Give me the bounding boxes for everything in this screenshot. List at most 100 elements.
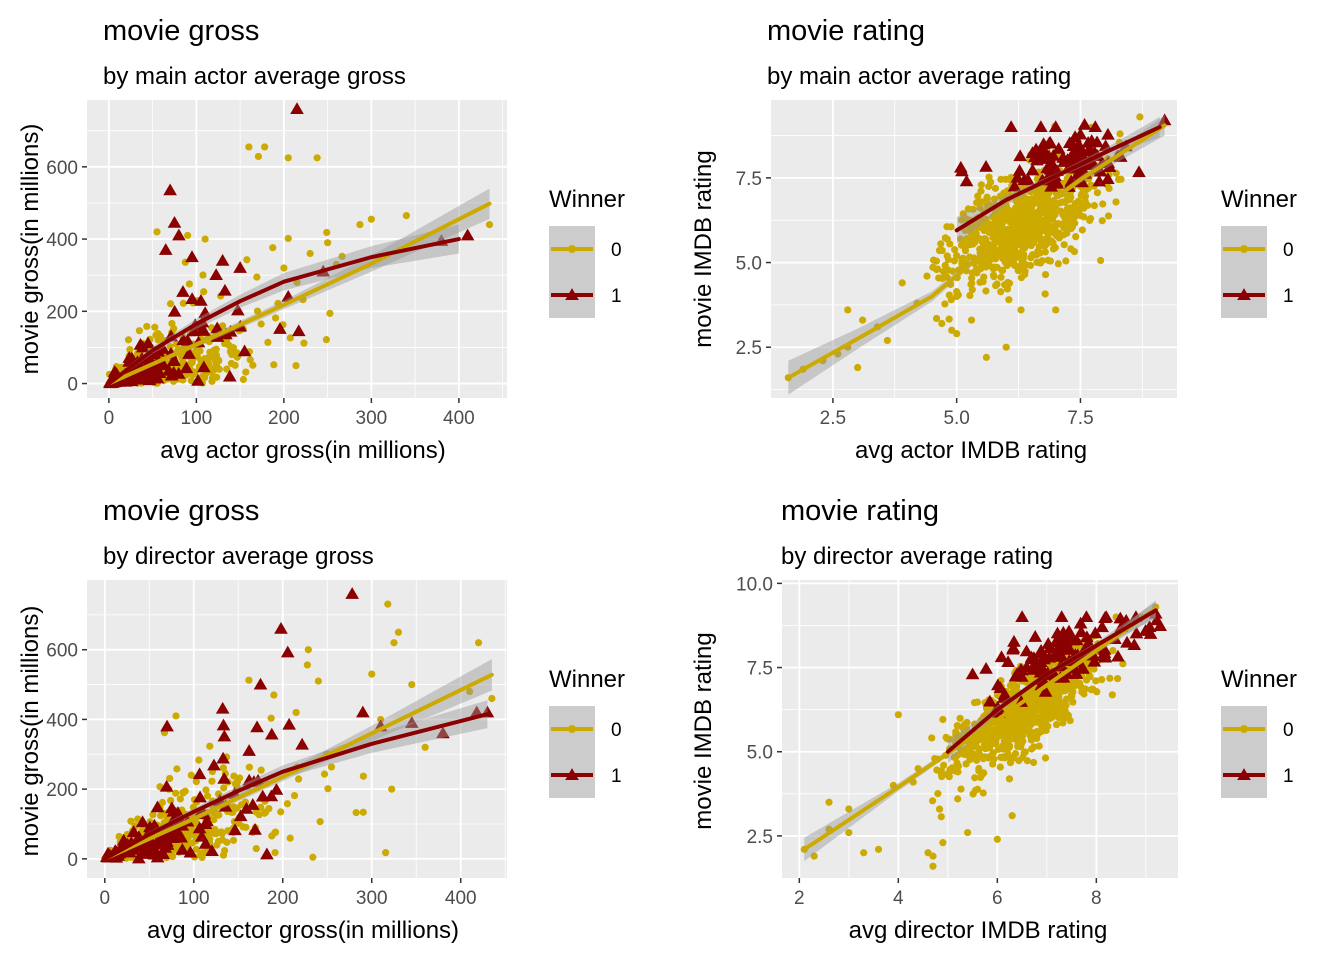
legend-key-1 <box>549 272 595 318</box>
data-point <box>964 828 972 837</box>
data-point <box>1010 717 1018 725</box>
data-point <box>1116 130 1124 138</box>
data-point <box>1062 211 1070 219</box>
data-point <box>163 183 177 196</box>
data-point <box>1005 775 1014 783</box>
data-point <box>955 164 969 177</box>
data-point <box>942 733 950 741</box>
y-tick-label: 600 <box>46 158 78 179</box>
data-point <box>950 753 958 761</box>
x-tick-label: 0 <box>100 888 111 909</box>
data-point <box>192 845 200 853</box>
data-point <box>1054 610 1069 622</box>
data-point <box>825 798 833 806</box>
data-point <box>1086 215 1095 223</box>
data-point <box>1090 135 1104 148</box>
data-point <box>215 365 223 373</box>
data-point <box>1057 637 1072 650</box>
data-point <box>1016 198 1024 207</box>
data-point <box>1005 296 1013 304</box>
y-axis-label: movie IMDB rating <box>690 150 717 347</box>
data-point <box>466 687 474 696</box>
data-point <box>149 811 157 819</box>
data-point <box>1092 677 1100 685</box>
data-point <box>1012 206 1020 214</box>
data-point <box>233 804 241 812</box>
data-point <box>284 234 292 243</box>
data-point <box>1113 674 1122 683</box>
x-tick-label: 300 <box>356 888 388 909</box>
y-tick-label: 400 <box>46 710 78 731</box>
data-point <box>352 808 360 817</box>
data-point <box>233 261 247 273</box>
data-point <box>175 842 190 855</box>
data-point <box>1017 306 1025 314</box>
data-point <box>1018 708 1026 716</box>
data-point <box>939 839 947 847</box>
data-point <box>959 174 974 187</box>
data-point <box>245 763 253 771</box>
data-point <box>1085 158 1100 170</box>
data-point <box>377 715 385 724</box>
data-point <box>166 774 174 783</box>
legend: Winner 0 1 <box>549 666 625 798</box>
x-axis-label: avg director gross(in millions) <box>147 917 459 944</box>
data-point <box>203 792 212 800</box>
data-point <box>326 309 334 317</box>
legend-key-0 <box>549 706 595 752</box>
data-point <box>1049 245 1058 253</box>
series-0-trend-line <box>786 123 1167 380</box>
data-point <box>1148 606 1163 619</box>
data-point <box>210 321 225 334</box>
legend-title: Winner <box>1221 186 1297 213</box>
data-point <box>1021 748 1029 756</box>
data-point <box>324 785 332 793</box>
data-point <box>273 322 287 334</box>
y-axis-label: movie gross(in millions) <box>17 606 44 857</box>
data-point <box>143 820 157 833</box>
x-tick-label: 100 <box>181 408 213 429</box>
data-point <box>1001 752 1010 760</box>
data-point <box>1090 201 1098 210</box>
data-point <box>1078 200 1086 208</box>
data-point <box>146 840 161 853</box>
data-point <box>989 271 998 279</box>
data-point <box>1090 665 1098 673</box>
y-tick-label: 7.5 <box>736 169 762 190</box>
data-point <box>212 345 220 353</box>
data-point <box>982 287 990 295</box>
data-point <box>1070 248 1079 256</box>
data-point <box>969 205 977 213</box>
data-point <box>265 804 273 813</box>
chart-title: movie rating <box>781 495 939 527</box>
data-point <box>182 347 196 359</box>
data-point <box>1071 212 1079 220</box>
data-point <box>225 341 233 350</box>
data-point <box>941 261 949 269</box>
data-point <box>136 847 151 859</box>
data-point <box>984 753 993 761</box>
data-point <box>948 267 957 275</box>
data-point <box>264 727 279 740</box>
series-1-trend-line <box>954 125 1162 233</box>
y-tick-label: 7.5 <box>747 659 773 680</box>
data-point <box>153 228 161 236</box>
legend-label-1: 1 <box>611 766 622 787</box>
data-point <box>1044 179 1058 192</box>
data-point <box>952 767 960 775</box>
data-point <box>968 269 976 277</box>
data-point <box>1037 236 1045 244</box>
data-point <box>1011 749 1020 758</box>
data-point <box>239 375 247 384</box>
data-point <box>1028 630 1043 642</box>
data-point <box>206 742 214 750</box>
data-point <box>293 278 301 287</box>
data-point <box>1042 149 1056 162</box>
data-point <box>1077 117 1092 130</box>
data-point <box>233 778 241 786</box>
legend-label-1: 1 <box>611 286 622 307</box>
data-point <box>271 314 280 322</box>
chart-title: movie gross <box>103 15 259 47</box>
data-point <box>199 271 207 279</box>
data-point <box>1073 616 1088 629</box>
